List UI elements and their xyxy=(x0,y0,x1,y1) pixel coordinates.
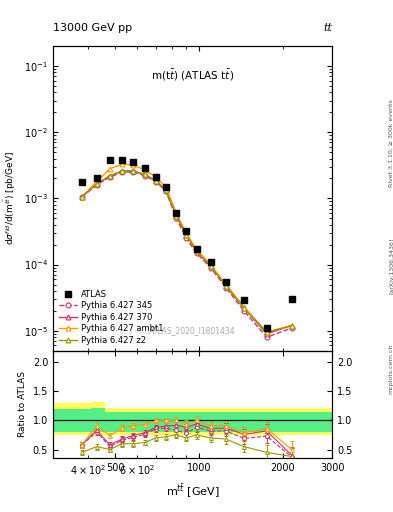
Pythia 6.427 370 xyxy=(119,168,124,174)
Y-axis label: Ratio to ATLAS: Ratio to ATLAS xyxy=(18,372,27,437)
Pythia 6.427 345 xyxy=(130,169,135,175)
Line: Pythia 6.427 z2: Pythia 6.427 z2 xyxy=(79,168,294,335)
Pythia 6.427 ambt1 xyxy=(94,178,99,184)
Pythia 6.427 ambt1 xyxy=(208,262,213,268)
Pythia 6.427 ambt1 xyxy=(119,161,124,167)
Pythia 6.427 370 xyxy=(224,283,228,289)
Pythia 6.427 370 xyxy=(130,168,135,174)
Pythia 6.427 ambt1 xyxy=(242,304,246,310)
Pythia 6.427 ambt1 xyxy=(174,210,179,216)
Pythia 6.427 345 xyxy=(184,235,189,241)
Text: m(t$\bar{t}$) (ATLAS t$\bar{t}$): m(t$\bar{t}$) (ATLAS t$\bar{t}$) xyxy=(151,68,234,82)
Text: ATLAS_2020_I1801434: ATLAS_2020_I1801434 xyxy=(149,327,236,335)
Pythia 6.427 345 xyxy=(163,188,168,194)
Pythia 6.427 370 xyxy=(264,331,269,337)
Pythia 6.427 370 xyxy=(163,187,168,193)
Pythia 6.427 z2 xyxy=(289,323,294,329)
ATLAS xyxy=(264,325,269,331)
Text: tt: tt xyxy=(323,23,332,33)
Pythia 6.427 ambt1 xyxy=(163,184,168,190)
Pythia 6.427 345 xyxy=(208,265,213,271)
Pythia 6.427 z2 xyxy=(163,187,168,193)
Pythia 6.427 ambt1 xyxy=(153,174,158,180)
Pythia 6.427 345 xyxy=(194,250,199,256)
ATLAS xyxy=(153,174,158,180)
ATLAS xyxy=(130,159,135,165)
Pythia 6.427 ambt1 xyxy=(130,162,135,168)
Pythia 6.427 345 xyxy=(264,334,269,340)
Pythia 6.427 ambt1 xyxy=(108,166,112,172)
ATLAS xyxy=(208,259,213,265)
Pythia 6.427 345 xyxy=(289,325,294,331)
Pythia 6.427 370 xyxy=(153,178,158,184)
Pythia 6.427 370 xyxy=(174,212,179,219)
Line: Pythia 6.427 ambt1: Pythia 6.427 ambt1 xyxy=(79,162,294,335)
Pythia 6.427 ambt1 xyxy=(143,167,147,173)
Text: [arXiv:1306.3436]: [arXiv:1306.3436] xyxy=(389,238,393,294)
Pythia 6.427 370 xyxy=(194,248,199,254)
Pythia 6.427 z2 xyxy=(264,329,269,335)
ATLAS xyxy=(184,228,189,234)
Pythia 6.427 z2 xyxy=(79,194,84,200)
Pythia 6.427 345 xyxy=(174,215,179,221)
Pythia 6.427 370 xyxy=(108,173,112,179)
Pythia 6.427 z2 xyxy=(94,181,99,187)
ATLAS xyxy=(163,184,168,190)
Pythia 6.427 345 xyxy=(153,178,158,184)
Pythia 6.427 ambt1 xyxy=(264,329,269,335)
Pythia 6.427 345 xyxy=(242,308,246,314)
Pythia 6.427 370 xyxy=(79,194,84,200)
Pythia 6.427 370 xyxy=(143,172,147,178)
Pythia 6.427 345 xyxy=(108,174,112,180)
Pythia 6.427 ambt1 xyxy=(194,246,199,252)
Pythia 6.427 z2 xyxy=(224,283,228,289)
Pythia 6.427 z2 xyxy=(143,172,147,178)
ATLAS xyxy=(194,246,199,252)
ATLAS xyxy=(289,296,294,302)
Pythia 6.427 370 xyxy=(208,263,213,269)
ATLAS xyxy=(94,176,99,182)
Y-axis label: d$\sigma^{fid}$/d(m$^{t\bar{t}}$) [pb/GeV]: d$\sigma^{fid}$/d(m$^{t\bar{t}}$) [pb/Ge… xyxy=(3,152,18,245)
ATLAS xyxy=(143,165,147,171)
Pythia 6.427 345 xyxy=(79,194,84,200)
ATLAS xyxy=(174,210,179,216)
ATLAS xyxy=(224,279,228,285)
Pythia 6.427 z2 xyxy=(130,168,135,174)
Line: Pythia 6.427 370: Pythia 6.427 370 xyxy=(79,168,294,336)
ATLAS xyxy=(119,157,124,163)
Pythia 6.427 ambt1 xyxy=(289,323,294,329)
Pythia 6.427 345 xyxy=(119,169,124,175)
Pythia 6.427 z2 xyxy=(242,305,246,311)
Line: Pythia 6.427 345: Pythia 6.427 345 xyxy=(79,169,294,339)
Pythia 6.427 370 xyxy=(289,323,294,329)
Pythia 6.427 345 xyxy=(94,182,99,188)
Pythia 6.427 ambt1 xyxy=(184,230,189,236)
Pythia 6.427 370 xyxy=(184,232,189,238)
ATLAS xyxy=(242,297,246,303)
Pythia 6.427 z2 xyxy=(108,173,112,179)
X-axis label: m$^{t\bar{t}}$ [GeV]: m$^{t\bar{t}}$ [GeV] xyxy=(166,482,219,500)
Pythia 6.427 z2 xyxy=(119,168,124,174)
Pythia 6.427 z2 xyxy=(184,232,189,238)
Text: 13000 GeV pp: 13000 GeV pp xyxy=(53,23,132,33)
Pythia 6.427 z2 xyxy=(174,212,179,219)
ATLAS xyxy=(79,178,84,184)
ATLAS xyxy=(108,157,112,163)
Pythia 6.427 370 xyxy=(94,181,99,187)
Pythia 6.427 370 xyxy=(242,305,246,311)
Text: mcplots.cern.ch: mcplots.cern.ch xyxy=(389,344,393,394)
Pythia 6.427 345 xyxy=(143,173,147,179)
Text: Rivet 3.1.10, ≥ 300k events: Rivet 3.1.10, ≥ 300k events xyxy=(389,99,393,187)
Pythia 6.427 ambt1 xyxy=(224,282,228,288)
Pythia 6.427 z2 xyxy=(194,248,199,254)
Pythia 6.427 z2 xyxy=(153,178,158,184)
Line: ATLAS: ATLAS xyxy=(78,157,295,332)
Pythia 6.427 z2 xyxy=(208,263,213,269)
Pythia 6.427 345 xyxy=(224,285,228,291)
Pythia 6.427 ambt1 xyxy=(79,194,84,200)
Legend: ATLAS, Pythia 6.427 345, Pythia 6.427 370, Pythia 6.427 ambt1, Pythia 6.427 z2: ATLAS, Pythia 6.427 345, Pythia 6.427 37… xyxy=(57,288,165,347)
